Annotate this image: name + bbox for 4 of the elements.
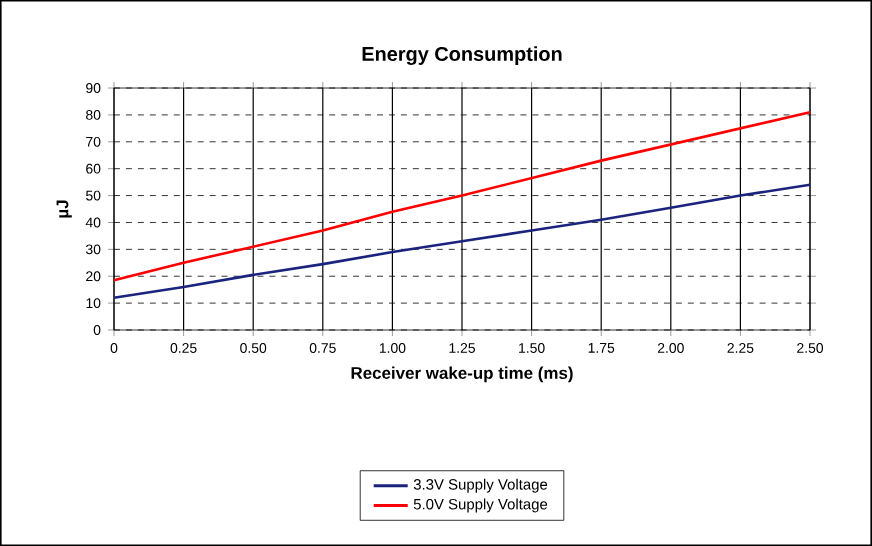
x-axis-title: Receiver wake-up time (ms) bbox=[351, 366, 573, 383]
line-series bbox=[112, 183, 812, 300]
chart-title: Energy Consumption bbox=[362, 46, 562, 66]
y-axis-title: µJ bbox=[56, 200, 72, 218]
